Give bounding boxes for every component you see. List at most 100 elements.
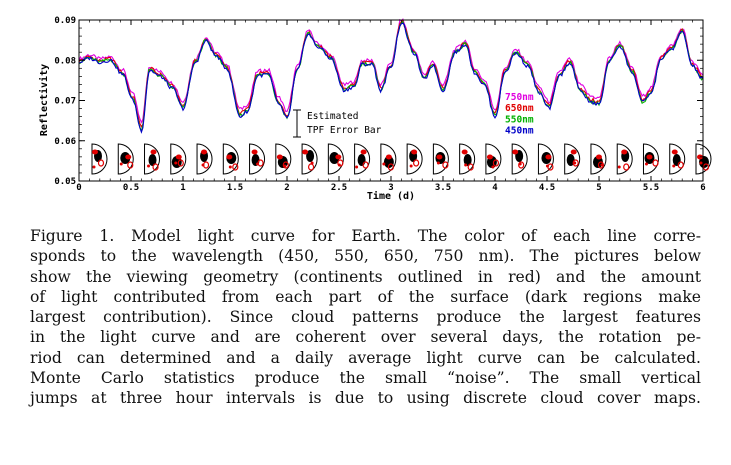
- caption-line: jumps at three hour intervals is due to …: [30, 389, 701, 408]
- viewing-geometry-globe: [301, 143, 318, 175]
- continent-outline: [617, 165, 621, 169]
- continent-outline: [362, 161, 369, 169]
- series-line-450nm: [78, 22, 704, 134]
- continent-outline: [545, 164, 549, 168]
- viewing-geometry-globe: [249, 143, 265, 175]
- continent-outline: [436, 161, 440, 165]
- dark-region: [357, 154, 366, 166]
- figure-caption: Figure 1. Model light curve for Earth. T…: [30, 226, 701, 409]
- viewing-geometry-globe: [511, 143, 528, 175]
- viewing-geometry-globe: [222, 143, 239, 175]
- continent-outline: [512, 149, 519, 155]
- continent-outline: [360, 149, 367, 155]
- caption-line: riod can determined and a daily average …: [30, 348, 701, 367]
- continent-outline: [492, 159, 500, 167]
- caption-line: largest contribution). Since cloud patte…: [30, 308, 701, 327]
- continent-outline: [251, 149, 258, 155]
- viewing-geometry-globe: [354, 143, 371, 175]
- continent-outline: [644, 162, 648, 166]
- x-tick-label: 3: [388, 183, 393, 193]
- x-tick-label: 5: [596, 183, 601, 193]
- y-tick-label: 0.05: [54, 177, 76, 187]
- continent-outline: [97, 159, 105, 167]
- legend-entry: 650nm: [505, 103, 534, 114]
- continent-outline: [201, 149, 208, 155]
- continent-outline: [302, 149, 309, 155]
- continent-outline: [150, 149, 157, 155]
- viewing-geometry-globe: [91, 143, 108, 175]
- continent-outline: [226, 154, 233, 160]
- x-axis-title: Time (d): [367, 190, 415, 202]
- continent-outline: [92, 149, 98, 155]
- dark-region: [148, 154, 157, 166]
- continent-outline: [147, 164, 151, 168]
- continent-outline: [671, 149, 678, 155]
- continent-outline: [125, 154, 132, 160]
- continent-outline: [355, 165, 359, 169]
- viewing-geometry-globe: [669, 143, 686, 175]
- continent-outline: [518, 162, 522, 166]
- legend-entry: 450nm: [505, 126, 534, 137]
- dark-region: [306, 150, 315, 162]
- axis-ticks: [78, 19, 704, 182]
- viewing-geometry-globe: [170, 143, 187, 175]
- continent-outline: [387, 163, 394, 171]
- series-line-550nm: [78, 20, 704, 133]
- dark-region: [383, 156, 394, 168]
- y-tick-label: 0.06: [54, 137, 76, 147]
- x-tick-label: 6: [700, 183, 705, 193]
- continent-outline: [335, 154, 342, 160]
- continent-outline: [228, 165, 232, 169]
- viewing-geometry-globe: [564, 143, 581, 175]
- viewing-geometry-globe: [380, 143, 397, 175]
- x-tick-label: 3.5: [435, 183, 451, 193]
- viewing-geometry-globe: [406, 143, 423, 175]
- viewing-geometry-globe: [642, 143, 659, 175]
- legend-entry: 550nm: [505, 114, 534, 125]
- continent-outline: [623, 163, 630, 171]
- continent-outline: [174, 161, 178, 165]
- caption-line: Figure 1. Model light curve for Earth. T…: [30, 227, 701, 245]
- caption-line: sponds to the wavelength (450, 550, 650,…: [30, 247, 701, 266]
- axis-tick-labels: 0 0.5 1 1.5 2 2.5 3 3.5 4 4.5 5 5.5 6 0.05 0.06 0.07 0.0…: [54, 16, 705, 193]
- x-tick-label: 2.5: [331, 183, 347, 193]
- continent-outline: [385, 154, 392, 160]
- continent-outline: [461, 149, 468, 155]
- viewing-geometry-globe: [432, 143, 449, 175]
- viewing-geometry-globe: [485, 143, 502, 175]
- continent-outline: [518, 161, 525, 169]
- continent-outline: [177, 159, 184, 167]
- caption-line: show the viewing geometry (continents ou…: [30, 267, 701, 286]
- continent-outline: [310, 161, 314, 165]
- caption-line: Monte Carlo statistics produce the small…: [30, 369, 701, 388]
- continent-outline: [442, 161, 449, 169]
- dark-region: [463, 154, 472, 166]
- series-line-750nm: [78, 18, 704, 124]
- continent-outline: [413, 159, 420, 167]
- legend-entry: 750nm: [505, 92, 534, 103]
- viewing-geometry-globe: [117, 143, 134, 175]
- continent-outline: [491, 165, 495, 169]
- continent-outline: [646, 154, 653, 160]
- continent-outline: [152, 163, 159, 171]
- x-tick-label: 2: [284, 183, 289, 193]
- continent-outline: [672, 164, 676, 168]
- continent-outline: [201, 163, 205, 167]
- viewing-geometry-globe: [196, 143, 213, 175]
- continent-outline: [545, 154, 552, 160]
- continent-outline: [621, 149, 628, 155]
- continent-outline: [282, 161, 289, 169]
- continent-outline: [677, 161, 684, 169]
- viewing-geometry-globe: [459, 143, 476, 175]
- continent-outline: [436, 154, 443, 160]
- continent-outline: [411, 149, 418, 155]
- viewing-geometry-globe: [616, 143, 633, 175]
- x-tick-label: 0: [76, 183, 81, 193]
- x-tick-label: 4.5: [539, 183, 555, 193]
- viewing-geometry-globe: [144, 143, 160, 175]
- continent-outline: [175, 154, 182, 160]
- continent-outline: [232, 163, 239, 171]
- caption-line: in the light curve and are coherent over…: [30, 328, 701, 347]
- y-tick-label: 0.08: [54, 56, 76, 66]
- continent-outline: [382, 162, 386, 166]
